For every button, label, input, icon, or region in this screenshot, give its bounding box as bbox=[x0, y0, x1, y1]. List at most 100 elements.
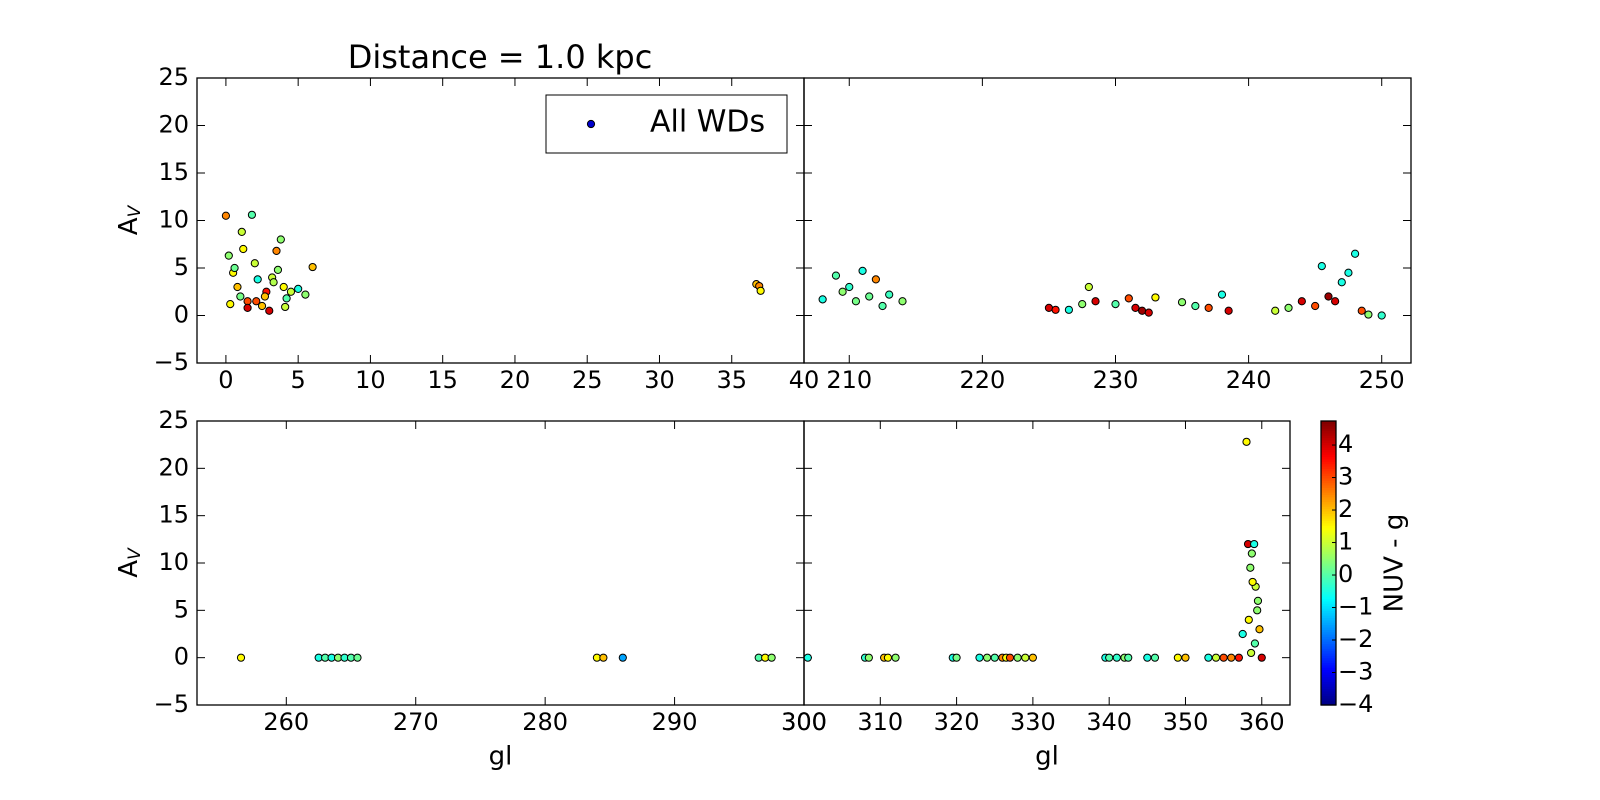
colorbar-segment bbox=[1321, 536, 1336, 540]
colorbar-segment bbox=[1321, 600, 1336, 604]
panel: 210 220 230 240 250 bbox=[803, 77, 1412, 394]
colorbar-segment bbox=[1321, 697, 1336, 701]
data-point bbox=[1144, 308, 1153, 317]
data-point bbox=[599, 653, 608, 662]
x-tick-label: 25 bbox=[572, 366, 603, 394]
colorbar-segment bbox=[1321, 539, 1336, 543]
colorbar-tick-label: 2 bbox=[1338, 495, 1353, 523]
panel: −5 0 5 10 15 20 25 260 270 280 290 300 gl AV bbox=[114, 406, 827, 772]
data-point bbox=[1013, 653, 1022, 662]
colorbar-segment bbox=[1321, 603, 1336, 607]
colorbar-segment bbox=[1321, 657, 1336, 661]
colorbar-segment bbox=[1321, 449, 1336, 453]
colorbar-segment bbox=[1321, 428, 1336, 432]
x-tick-label: 310 bbox=[857, 708, 903, 736]
colorbar-segment bbox=[1321, 525, 1336, 529]
colorbar-segment bbox=[1321, 522, 1336, 526]
colorbar-segment bbox=[1321, 695, 1336, 699]
data-point bbox=[1078, 300, 1087, 309]
data-point bbox=[898, 297, 907, 306]
data-point bbox=[1084, 282, 1093, 292]
x-tick-label: 300 bbox=[781, 708, 827, 736]
colorbar-segment bbox=[1321, 454, 1336, 458]
data-point bbox=[885, 290, 894, 299]
colorbar-segment bbox=[1321, 442, 1336, 446]
data-point bbox=[878, 301, 887, 311]
chart-title: Distance = 1.0 kpc bbox=[348, 38, 653, 76]
data-point bbox=[1181, 653, 1190, 662]
y-tick-label: 20 bbox=[158, 453, 189, 481]
data-point bbox=[1051, 305, 1060, 314]
colorbar-segment bbox=[1321, 534, 1336, 538]
data-point bbox=[253, 275, 262, 284]
data-point bbox=[1138, 306, 1147, 315]
colorbar-segment bbox=[1321, 688, 1336, 692]
y-tick-label: 25 bbox=[158, 63, 189, 91]
x-tick-label: 210 bbox=[826, 366, 872, 394]
data-point bbox=[1173, 653, 1182, 662]
data-point bbox=[803, 653, 812, 662]
colorbar-segment bbox=[1321, 676, 1336, 680]
data-point bbox=[952, 653, 961, 662]
data-point bbox=[224, 251, 233, 260]
data-point bbox=[983, 653, 992, 662]
data-point bbox=[276, 235, 285, 244]
data-point bbox=[1247, 549, 1256, 558]
data-point bbox=[1005, 653, 1015, 662]
data-point bbox=[1124, 653, 1133, 662]
colorbar-segment bbox=[1321, 660, 1336, 663]
data-point bbox=[257, 301, 267, 311]
data-point bbox=[1219, 653, 1228, 662]
x-tick-label: 35 bbox=[716, 366, 747, 394]
colorbar-segment bbox=[1321, 482, 1336, 486]
colorbar-segment bbox=[1321, 607, 1336, 611]
data-point bbox=[301, 290, 310, 299]
panel: 300 310 320 330 340 350 360 gl bbox=[781, 420, 1291, 772]
colorbar-segment bbox=[1321, 612, 1336, 616]
data-point bbox=[1150, 653, 1160, 662]
data-point bbox=[236, 653, 246, 662]
colorbar-segment bbox=[1321, 551, 1336, 555]
x-tick-label: 20 bbox=[500, 366, 531, 394]
data-point bbox=[1253, 606, 1262, 615]
data-point bbox=[1377, 311, 1386, 320]
colorbar-segment bbox=[1321, 444, 1336, 448]
colorbar-segment bbox=[1321, 563, 1336, 566]
colorbar-segment bbox=[1321, 560, 1336, 564]
data-point bbox=[1124, 294, 1133, 303]
colorbar-segment bbox=[1321, 610, 1336, 614]
colorbar-segment bbox=[1321, 593, 1336, 597]
data-point bbox=[269, 278, 278, 287]
colorbar-segment bbox=[1321, 584, 1336, 588]
data-point bbox=[1350, 249, 1360, 258]
data-point bbox=[226, 300, 235, 309]
colorbar-segment bbox=[1321, 626, 1336, 630]
colorbar-tick-label: −2 bbox=[1338, 625, 1373, 653]
colorbar-tick-label: 0 bbox=[1338, 560, 1353, 588]
colorbar-segment bbox=[1321, 565, 1336, 569]
data-point bbox=[1311, 301, 1320, 311]
colorbar-segment bbox=[1321, 421, 1336, 424]
panel: −5 0 5 10 15 20 25 0 5 10 15 20 25 30 35 40 All WDs Dista… bbox=[114, 38, 820, 394]
x-tick-label: 240 bbox=[1226, 366, 1272, 394]
data-point bbox=[294, 284, 303, 293]
colorbar-segment bbox=[1321, 667, 1336, 671]
colorbar-segment bbox=[1321, 544, 1336, 548]
colorbar-segment bbox=[1321, 558, 1336, 562]
data-point bbox=[851, 297, 861, 306]
data-point bbox=[247, 210, 257, 219]
colorbar-segment bbox=[1321, 477, 1336, 481]
colorbar-segment bbox=[1321, 465, 1336, 469]
colorbar-segment bbox=[1321, 520, 1336, 524]
x-axis-label: gl bbox=[489, 742, 513, 772]
colorbar-segment bbox=[1321, 496, 1336, 500]
y-tick-label: 0 bbox=[174, 643, 189, 671]
data-point bbox=[1297, 297, 1306, 306]
x-tick-label: 15 bbox=[427, 366, 458, 394]
y-axis-label-sub: V bbox=[125, 204, 145, 217]
colorbar-segment bbox=[1321, 506, 1336, 510]
data-point bbox=[1105, 653, 1114, 662]
colorbar-segment bbox=[1321, 586, 1336, 590]
data-point bbox=[1091, 297, 1100, 306]
colorbar-segment bbox=[1321, 492, 1336, 495]
